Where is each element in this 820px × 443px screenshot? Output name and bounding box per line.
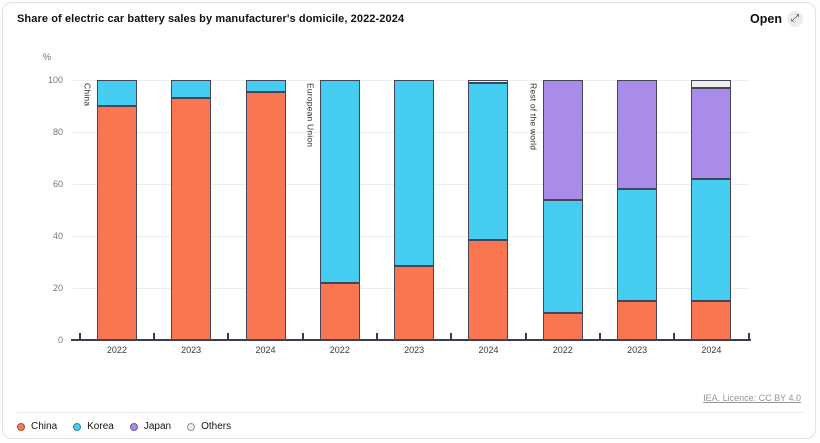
bar-segment-korea[interactable]	[691, 178, 732, 301]
bar-segment-korea[interactable]	[468, 82, 509, 240]
bar-segment-china[interactable]	[542, 312, 583, 340]
x-axis-tick	[747, 333, 750, 340]
bar-segment-korea[interactable]	[96, 80, 137, 106]
license-link[interactable]: IEA. Licence: CC BY 4.0	[703, 393, 801, 403]
legend-item-label: Korea	[87, 421, 114, 432]
x-axis-year-label: 2024	[255, 345, 276, 355]
legend-divider	[17, 412, 803, 413]
x-axis-year-label: 2023	[181, 345, 202, 355]
chart-legend: China Korea Japan Others	[17, 421, 231, 432]
x-axis-tick	[375, 333, 378, 340]
group-label: China	[82, 83, 93, 107]
expand-arrows-icon: ⤢	[787, 11, 803, 27]
legend-dot-icon	[73, 422, 82, 431]
x-axis-tick	[524, 333, 527, 340]
chart-title: Share of electric car battery sales by m…	[17, 13, 405, 25]
chart-plot-area: % 0 20 40 60 80 100 China 2022 2023 2024 European …	[3, 3, 817, 440]
bar-segment-korea[interactable]	[319, 80, 360, 283]
legend-item-korea[interactable]: Korea	[73, 421, 114, 432]
x-axis-tick	[450, 333, 453, 340]
bar-segment-japan[interactable]	[691, 87, 732, 179]
x-axis-year-label: 2024	[701, 345, 722, 355]
bar-segment-china[interactable]	[468, 239, 509, 340]
bar-segment-korea[interactable]	[542, 199, 583, 313]
bar-segment-japan[interactable]	[617, 80, 658, 190]
legend-item-label: Others	[201, 421, 232, 432]
bar-segment-china[interactable]	[245, 91, 286, 340]
x-axis-tick	[301, 333, 304, 340]
x-axis-tick	[227, 333, 230, 340]
bar-segment-china[interactable]	[171, 98, 212, 340]
x-axis-year-label: 2023	[404, 345, 425, 355]
bar-segment-china[interactable]	[617, 301, 658, 340]
group-label: European Union	[305, 83, 316, 148]
y-axis-tick-label: 20	[52, 283, 63, 293]
group-label: Rest of the world	[528, 83, 539, 151]
x-axis-year-label: 2022	[329, 345, 350, 355]
y-axis-unit-label: %	[43, 52, 52, 62]
legend-item-china[interactable]: China	[17, 421, 57, 432]
legend-item-label: China	[31, 421, 58, 432]
legend-dot-icon	[187, 422, 196, 431]
y-axis-tick-label: 40	[52, 231, 63, 241]
bar-segment-korea[interactable]	[245, 80, 286, 92]
x-axis-year-label: 2022	[106, 345, 127, 355]
legend-item-label: Japan	[143, 421, 172, 432]
bar-segment-japan[interactable]	[542, 80, 583, 200]
y-axis-tick-label: 80	[52, 127, 63, 137]
legend-dot-icon	[129, 422, 138, 431]
x-axis-year-label: 2022	[552, 345, 573, 355]
chart-card: Share of electric car battery sales by m…	[2, 2, 816, 439]
y-axis-tick-label: 100	[47, 75, 63, 85]
bar-segment-others[interactable]	[468, 80, 509, 83]
x-axis-year-label: 2024	[478, 345, 499, 355]
legend-item-others[interactable]: Others	[187, 421, 231, 432]
x-axis-tick	[673, 333, 676, 340]
bar-segment-korea[interactable]	[617, 189, 658, 301]
x-axis-tick	[598, 333, 601, 340]
legend-dot-icon	[17, 422, 25, 431]
x-axis-tick	[78, 333, 81, 340]
x-axis-tick	[153, 333, 156, 340]
x-axis-line	[71, 339, 751, 341]
bar-segment-others[interactable]	[691, 80, 732, 88]
x-axis-year-label: 2023	[627, 345, 648, 355]
open-button-label: Open	[750, 12, 782, 26]
legend-item-japan[interactable]: Japan	[129, 421, 172, 432]
bar-segment-china[interactable]	[394, 265, 435, 340]
bar-segment-china[interactable]	[691, 301, 732, 340]
open-button[interactable]: Open ⤢	[750, 11, 803, 27]
y-axis-tick-label: 60	[52, 179, 63, 189]
bar-segment-korea[interactable]	[171, 80, 212, 99]
y-axis-tick-label: 0	[57, 335, 63, 345]
bar-segment-korea[interactable]	[394, 80, 435, 266]
bar-segment-china[interactable]	[96, 106, 137, 340]
bar-segment-china[interactable]	[319, 282, 360, 340]
